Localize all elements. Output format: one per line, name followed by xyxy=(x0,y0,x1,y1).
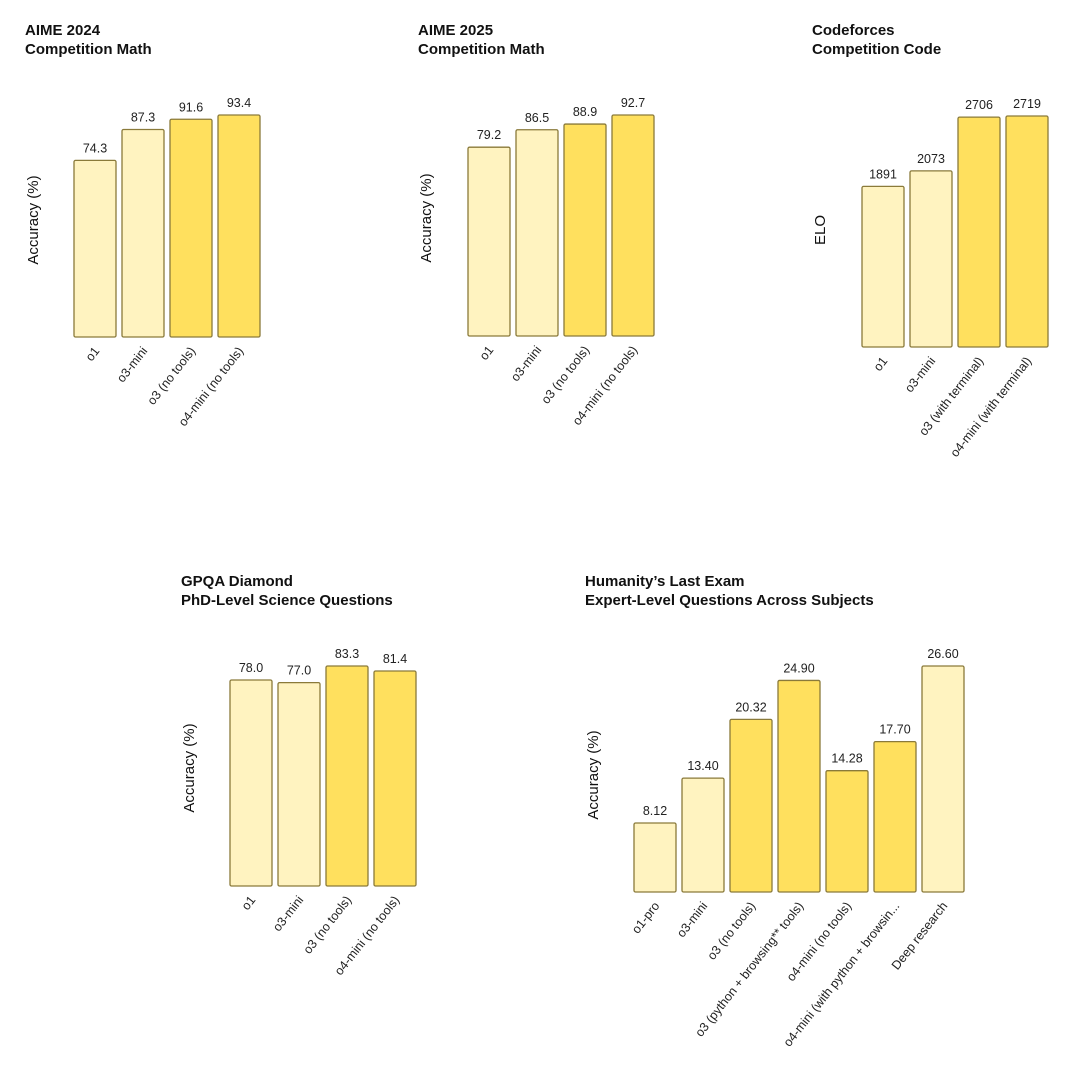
value-label: 20.32 xyxy=(735,700,766,714)
value-label: 1891 xyxy=(869,167,897,181)
bar-o3-no-tools xyxy=(169,118,213,338)
value-label: 14.28 xyxy=(831,752,862,766)
category-tick-label: o1 xyxy=(83,344,103,364)
value-label: 77.0 xyxy=(287,664,311,678)
bar-o1 xyxy=(73,159,117,338)
chart-subtitle: Competition Code xyxy=(812,41,941,58)
chart-title: Humanity’s Last Exam xyxy=(585,573,745,590)
value-label: 88.9 xyxy=(573,105,597,119)
value-label: 13.40 xyxy=(687,759,718,773)
category-tick-label: o4-mini (with terminal) xyxy=(948,354,1035,460)
category-tick-label: o3-mini xyxy=(902,354,938,395)
value-label: 92.7 xyxy=(621,96,645,110)
bar-o4-mini-no-tools xyxy=(217,114,261,338)
value-label: 24.90 xyxy=(783,661,814,675)
bar-o3-mini xyxy=(121,128,165,338)
bar-o3-mini xyxy=(681,777,725,893)
category-tick-label: o1 xyxy=(477,343,497,363)
value-label: 74.3 xyxy=(83,141,107,155)
chart-gpqa-diamond: GPQA Diamond PhD-Level Science Questions A… xyxy=(181,573,417,978)
bar-o3-no-tools xyxy=(325,665,369,887)
bar-o4-mini-with-python-browsin xyxy=(873,740,917,893)
value-label: 2706 xyxy=(965,98,993,112)
chart-subtitle: Expert-Level Questions Across Subjects xyxy=(585,592,874,609)
chart-title: AIME 2024 xyxy=(25,22,101,39)
category-tick-label: o3 (no tools) xyxy=(145,344,199,407)
value-label: 79.2 xyxy=(477,128,501,142)
value-label: 2073 xyxy=(917,152,945,166)
value-label: 87.3 xyxy=(131,110,155,124)
bar-o1-pro xyxy=(633,822,677,893)
bar-o3-python-browsing-tools xyxy=(777,679,821,893)
bar-o3-with-terminal xyxy=(957,116,1001,348)
bar-o1 xyxy=(861,185,905,348)
value-label: 86.5 xyxy=(525,111,549,125)
category-tick-label: o3-mini xyxy=(508,343,544,384)
chart-subtitle: Competition Math xyxy=(25,41,152,58)
chart-codeforces: Codeforces Competition Code ELO 1891 o1 2073 o… xyxy=(812,22,1049,460)
chart-title: GPQA Diamond xyxy=(181,573,293,590)
value-label: 8.12 xyxy=(643,804,667,818)
category-tick-label: o3-mini xyxy=(114,344,150,385)
bar-o3-mini xyxy=(277,681,321,887)
bar-o4-mini-no-tools xyxy=(373,670,417,887)
chart-humanity-s-last-exam: Humanity’s Last Exam Expert-Level Questio… xyxy=(585,573,965,1049)
chart-aime-2025: AIME 2025 Competition Math Accuracy (%) 79.… xyxy=(418,22,655,428)
bar-o3-mini xyxy=(909,170,953,348)
category-tick-label: o3-mini xyxy=(270,893,306,934)
value-label: 81.4 xyxy=(383,652,407,666)
y-axis-label: Accuracy (%) xyxy=(418,173,435,262)
bar-deep-research xyxy=(921,665,965,893)
chart-title: Codeforces xyxy=(812,22,895,39)
chart-subtitle: Competition Math xyxy=(418,41,545,58)
bar-o4-mini-with-terminal xyxy=(1005,115,1049,348)
bar-o3-mini xyxy=(515,129,559,337)
category-tick-label: o3 (no tools) xyxy=(301,893,355,956)
chart-title: AIME 2025 xyxy=(418,22,493,39)
value-label: 26.60 xyxy=(927,647,958,661)
bar-o4-mini-no-tools xyxy=(611,114,655,337)
category-tick-label: o3-mini xyxy=(674,899,710,940)
y-axis-label: ELO xyxy=(812,215,829,245)
chart-aime-2024: AIME 2024 Competition Math Accuracy (%) 74.… xyxy=(25,22,261,429)
category-tick-label: o3 (no tools) xyxy=(539,343,593,406)
value-label: 2719 xyxy=(1013,97,1041,111)
category-tick-label: o1 xyxy=(871,354,891,374)
y-axis-label: Accuracy (%) xyxy=(585,730,602,819)
category-tick-label: o1 xyxy=(239,893,259,913)
value-label: 17.70 xyxy=(879,723,910,737)
chart-subtitle: PhD-Level Science Questions xyxy=(181,592,393,609)
bar-o1 xyxy=(467,146,511,337)
bar-o4-mini-no-tools xyxy=(825,770,869,893)
bar-o3-no-tools xyxy=(563,123,607,337)
bar-o3-no-tools xyxy=(729,718,773,893)
y-axis-label: Accuracy (%) xyxy=(181,723,198,812)
category-tick-label: o3 (no tools) xyxy=(705,899,759,962)
value-label: 91.6 xyxy=(179,100,203,114)
value-label: 83.3 xyxy=(335,647,359,661)
y-axis-label: Accuracy (%) xyxy=(25,175,42,264)
value-label: 78.0 xyxy=(239,661,263,675)
value-label: 93.4 xyxy=(227,96,251,110)
category-tick-label: o1-pro xyxy=(629,899,662,936)
bar-o1 xyxy=(229,679,273,887)
